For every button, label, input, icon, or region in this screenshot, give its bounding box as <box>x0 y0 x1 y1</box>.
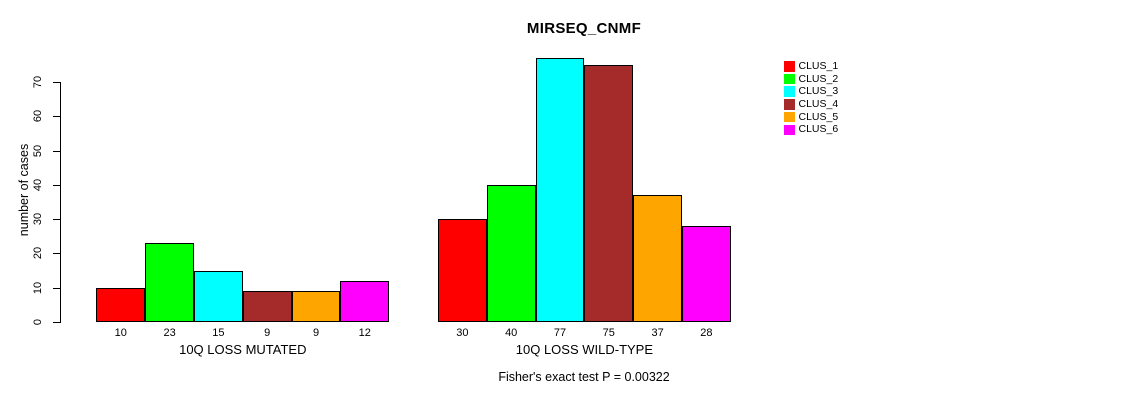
bar-clus_1 <box>96 287 146 322</box>
y-tick-label: 50 <box>32 144 44 157</box>
legend-item: CLUS_2 <box>784 73 838 86</box>
legend-label: CLUS_3 <box>798 85 839 98</box>
y-axis-line <box>60 81 61 323</box>
legend-label: CLUS_4 <box>798 98 839 111</box>
bar-clus_4 <box>242 291 292 322</box>
legend-item: CLUS_4 <box>784 98 838 111</box>
y-tick-label: 30 <box>32 212 44 226</box>
bar-clus_4 <box>584 64 634 322</box>
y-tick-label: 40 <box>32 178 44 191</box>
legend-item: CLUS_6 <box>784 123 838 136</box>
bar-value-label: 28 <box>700 327 713 339</box>
y-tick-label: 60 <box>32 110 44 123</box>
legend-swatch <box>784 73 795 85</box>
y-tick <box>53 184 60 186</box>
fisher-test-annotation: Fisher's exact test P = 0.00322 <box>498 370 670 384</box>
bar-clus_3 <box>535 57 585 322</box>
legend-item: CLUS_1 <box>784 60 838 73</box>
legend-swatch <box>784 111 795 123</box>
bar-value-label: 9 <box>312 327 320 339</box>
bar-clus_1 <box>438 219 487 322</box>
y-tick-label: 70 <box>32 75 44 89</box>
y-tick <box>53 253 60 255</box>
bar-clus_5 <box>291 291 341 322</box>
legend-swatch <box>784 124 795 136</box>
bar-value-label: 75 <box>602 327 615 339</box>
y-tick-label: 10 <box>32 281 44 294</box>
y-tick <box>53 322 60 323</box>
bar-value-label: 40 <box>505 327 518 339</box>
legend-item: CLUS_3 <box>784 85 838 98</box>
legend-item: CLUS_5 <box>784 111 838 124</box>
y-tick <box>53 116 60 118</box>
bar-clus_3 <box>194 270 243 322</box>
bar-clus_2 <box>486 184 536 322</box>
legend: CLUS_1 CLUS_2 CLUS_3 CLUS_4 CLUS_5 CLUS_6 <box>784 60 838 136</box>
group-label: 10Q LOSS MUTATED <box>179 342 307 357</box>
y-tick <box>53 81 60 83</box>
bar-value-label: 9 <box>264 327 271 339</box>
bar-clus_5 <box>633 195 682 322</box>
legend-label: CLUS_2 <box>798 72 839 85</box>
bar-value-label: 77 <box>553 327 567 339</box>
legend-swatch <box>784 61 795 72</box>
legend-label: CLUS_5 <box>798 110 839 123</box>
bar-value-label: 12 <box>358 327 371 339</box>
y-tick-label: 20 <box>32 247 44 260</box>
y-tick-label: 0 <box>32 318 44 326</box>
chart-title: MIRSEQ_CNMF <box>526 20 642 37</box>
bar-value-label: 30 <box>456 327 469 339</box>
bar-clus_6 <box>340 280 390 322</box>
bar-value-label: 37 <box>651 327 664 339</box>
y-axis-label: number of cases <box>17 143 31 237</box>
legend-swatch <box>784 86 795 97</box>
bar-value-label: 23 <box>163 327 176 339</box>
legend-label: CLUS_6 <box>798 123 839 136</box>
bar-clus_6 <box>682 225 731 322</box>
bar-value-label: 10 <box>114 327 127 339</box>
y-tick <box>53 219 60 221</box>
bar-value-label: 15 <box>212 327 225 339</box>
legend-swatch <box>784 99 795 110</box>
y-tick <box>53 150 60 152</box>
legend-label: CLUS_1 <box>798 60 839 72</box>
group-label: 10Q LOSS WILD-TYPE <box>515 342 654 357</box>
bar-clus_2 <box>145 243 194 322</box>
y-tick <box>53 287 60 289</box>
